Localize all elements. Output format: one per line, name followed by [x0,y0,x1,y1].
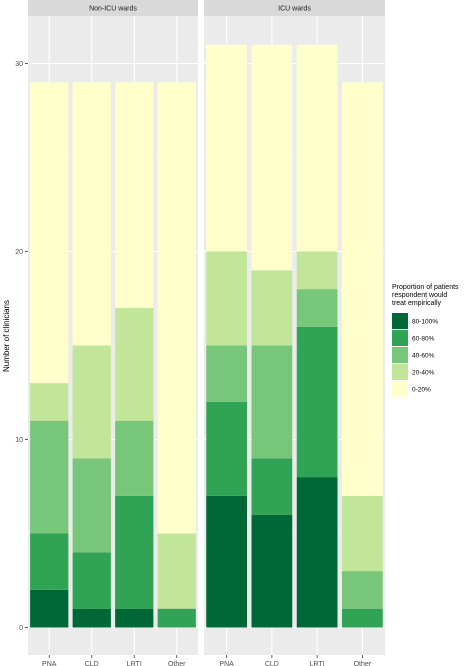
y-tick-label: 30 [15,61,23,68]
x-tick-label: Other [354,661,372,666]
bar-segment-icu-wards-cld-0-20pct [251,44,293,271]
bar-segment-icu-wards-other-60-80pct [342,608,383,628]
bar-segment-icu-wards-lrti-0-20pct [296,44,338,252]
bar-segment-non-icu-wards-lrti-80-100pct [115,608,154,628]
bar-segment-icu-wards-lrti-40-60pct [296,289,338,327]
bar-segment-icu-wards-other-0-20pct [342,82,383,496]
bar-segment-non-icu-wards-pna-80-100pct [30,589,69,628]
bar-segment-non-icu-wards-cld-80-100pct [72,608,111,628]
bar-segment-icu-wards-other-20-40pct [342,495,383,572]
bar-segment-non-icu-wards-pna-20-40pct [30,383,69,421]
bar-segment-non-icu-wards-cld-40-60pct [72,458,111,553]
bar-segment-non-icu-wards-lrti-60-80pct [115,495,154,609]
legend-title-line: Proportion of patients [392,284,459,291]
bar-segment-icu-wards-pna-0-20pct [206,44,247,252]
legend-label: 80-100% [412,319,438,326]
x-tick-label: CLD [265,661,279,666]
bar-segment-non-icu-wards-pna-40-60pct [30,420,69,534]
bar-segment-icu-wards-pna-80-100pct [206,495,247,628]
bar-segment-icu-wards-lrti-80-100pct [296,477,338,628]
x-tick-label: LRTI [127,661,142,666]
legend-key-80-100pct [392,313,408,329]
legend-label: 20-40% [412,370,435,377]
facet-strip-non-icu-wards [28,0,198,16]
bar-segment-icu-wards-pna-60-80pct [206,401,247,496]
bar-segment-icu-wards-pna-40-60pct [206,345,247,402]
bar-segment-non-icu-wards-pna-0-20pct [30,82,69,384]
legend-key-20-40pct [392,364,408,380]
bar-segment-icu-wards-other-40-60pct [342,571,383,609]
bar-segment-icu-wards-cld-20-40pct [251,270,293,346]
bar-segment-non-icu-wards-cld-60-80pct [72,552,111,609]
legend-label: 60-80% [412,336,435,343]
bar-segment-icu-wards-lrti-20-40pct [296,251,338,290]
y-tick-label: 20 [15,249,23,256]
x-tick-label: CLD [85,661,99,666]
facet-title-icu-wards: ICU wards [278,6,311,13]
legend-key-40-60pct [392,347,408,363]
bar-segment-icu-wards-cld-40-60pct [251,345,293,459]
bar-segment-non-icu-wards-other-0-20pct [157,82,196,534]
y-tick-label: 0 [19,625,23,632]
y-axis-title: Number of clinicians [2,300,11,372]
bar-segment-icu-wards-cld-80-100pct [251,514,293,628]
bar-segment-non-icu-wards-other-20-40pct [157,533,196,609]
legend-title-line: respondent would [392,292,447,299]
x-tick-label: PNA [219,661,234,666]
bar-segment-non-icu-wards-cld-0-20pct [72,82,111,346]
x-tick-label: LRTI [310,661,325,666]
bar-segment-non-icu-wards-cld-20-40pct [72,345,111,459]
legend-key-0-20pct [392,381,408,397]
bar-segment-non-icu-wards-pna-60-80pct [30,533,69,590]
bar-segment-non-icu-wards-lrti-0-20pct [115,82,154,308]
bar-segment-icu-wards-lrti-60-80pct [296,326,338,478]
bar-segment-non-icu-wards-lrti-20-40pct [115,307,154,421]
legend-label: 40-60% [412,353,435,360]
legend-label: 0-20% [412,387,431,394]
legend-title-line: treat empirically [392,300,442,307]
bar-segment-non-icu-wards-lrti-40-60pct [115,420,154,496]
facet-strip-icu-wards [204,0,385,16]
bar-segment-non-icu-wards-other-60-80pct [157,608,196,628]
bar-segment-icu-wards-cld-60-80pct [251,458,293,515]
bar-segment-icu-wards-pna-20-40pct [206,251,247,346]
x-tick-label: PNA [42,661,57,666]
legend-key-60-80pct [392,330,408,346]
facet-title-non-icu-wards: Non-ICU wards [89,6,137,13]
y-tick-label: 10 [15,437,23,444]
x-tick-label: Other [168,661,186,666]
